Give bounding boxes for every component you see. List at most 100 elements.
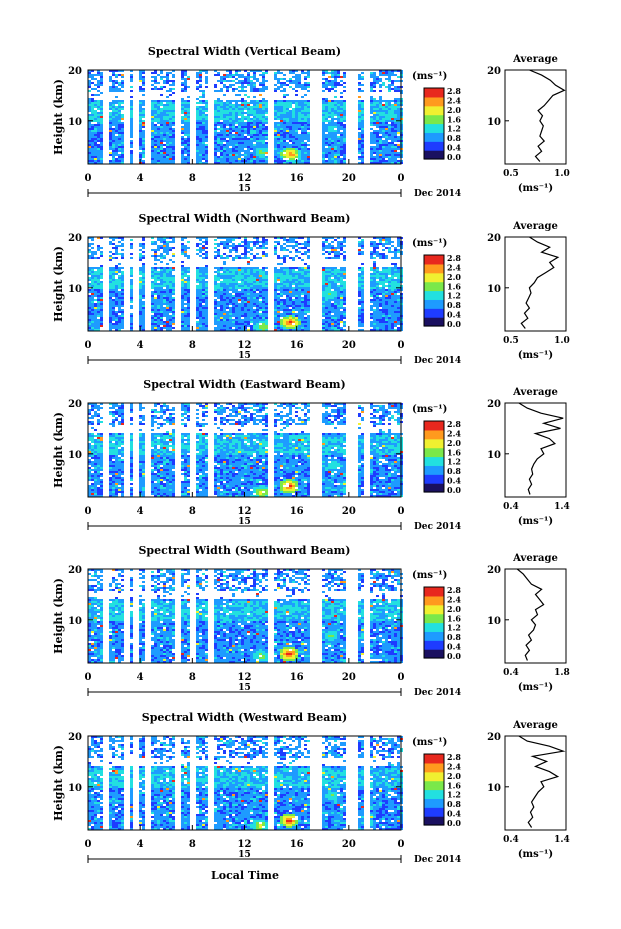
heatmap-cell xyxy=(247,152,250,154)
heatmap-cell xyxy=(292,112,295,114)
heatmap-cell xyxy=(121,293,124,295)
heatmap-cell xyxy=(220,78,223,80)
heatmap-cell xyxy=(262,241,265,243)
heatmap-cell xyxy=(382,146,385,148)
heatmap-cell xyxy=(235,150,238,152)
heatmap-cell xyxy=(238,132,241,134)
heatmap-cell xyxy=(160,295,163,297)
heatmap-cell xyxy=(262,130,265,132)
heatmap-cell xyxy=(394,154,397,156)
heatmap-cell xyxy=(205,134,208,136)
heatmap-cell xyxy=(163,299,166,301)
heatmap-cell xyxy=(223,305,226,307)
heatmap-cell xyxy=(286,160,289,162)
heatmap-cell xyxy=(112,86,115,88)
heatmap-cell xyxy=(286,289,289,291)
heatmap-cell xyxy=(241,241,244,243)
heatmap-cell xyxy=(250,267,253,269)
heatmap-cell xyxy=(187,285,190,287)
heatmap-cell xyxy=(286,249,289,251)
heatmap-cell xyxy=(97,327,100,329)
heatmap-cell xyxy=(262,299,265,301)
heatmap-cell xyxy=(160,100,163,102)
heatmap-cell xyxy=(265,317,268,319)
heatmap-cell xyxy=(370,90,373,92)
heatmap-cell xyxy=(247,289,250,291)
heatmap-cell xyxy=(298,102,301,104)
heatmap-cell xyxy=(91,112,94,114)
heatmap-cell xyxy=(235,309,238,311)
heatmap-cell xyxy=(172,291,175,293)
heatmap-cell xyxy=(265,287,268,289)
heatmap-cell xyxy=(88,118,91,120)
heatmap-cell xyxy=(385,142,388,144)
heatmap-cell xyxy=(151,297,154,299)
heatmap-cell xyxy=(382,124,385,126)
heatmap-cell xyxy=(154,124,157,126)
heatmap-cell xyxy=(277,277,280,279)
heatmap-cell xyxy=(214,301,217,303)
heatmap-cell xyxy=(142,313,145,315)
heatmap-cell xyxy=(397,80,400,82)
heatmap-cell xyxy=(184,132,187,134)
heatmap-cell xyxy=(253,144,256,146)
heatmap-cell xyxy=(262,138,265,140)
heatmap-cell xyxy=(184,297,187,299)
heatmap-cell xyxy=(391,124,394,126)
heatmap-cell xyxy=(259,126,262,128)
heatmap-cell xyxy=(241,297,244,299)
heatmap-cell xyxy=(172,140,175,142)
heatmap-cell xyxy=(262,283,265,285)
heatmap-cell xyxy=(172,297,175,299)
heatmap-cell xyxy=(238,70,241,72)
heatmap-cell xyxy=(154,148,157,150)
heatmap-cell xyxy=(397,128,400,130)
heatmap-cell xyxy=(118,112,121,114)
heatmap-cell xyxy=(394,98,397,100)
heatmap-cell xyxy=(238,130,241,132)
heatmap-cell xyxy=(259,269,262,271)
heatmap-cell xyxy=(100,323,103,325)
heatmap-cell xyxy=(169,295,172,297)
heatmap-cell xyxy=(187,132,190,134)
heatmap-cell xyxy=(88,301,91,303)
heatmap-cell xyxy=(253,134,256,136)
heatmap-cell xyxy=(277,80,280,82)
heatmap-cell xyxy=(154,162,157,164)
heatmap-cell xyxy=(376,156,379,158)
heatmap-cell xyxy=(217,273,220,275)
heatmap-cell xyxy=(286,271,289,273)
heatmap-cell xyxy=(88,132,91,134)
heatmap-cell xyxy=(214,134,217,136)
heatmap-cell xyxy=(226,329,229,331)
heatmap-cell xyxy=(94,281,97,283)
heatmap-cell xyxy=(322,142,325,144)
heatmap-cell xyxy=(280,273,283,275)
heatmap-cell xyxy=(169,281,172,283)
heatmap-cell xyxy=(109,122,112,124)
heatmap-cell xyxy=(235,277,238,279)
heatmap-cell xyxy=(181,82,184,84)
heatmap-cell xyxy=(172,315,175,317)
heatmap-cell xyxy=(265,313,268,315)
heatmap-cell xyxy=(187,293,190,295)
heatmap-cell xyxy=(379,84,382,86)
heatmap-cell xyxy=(196,118,199,120)
heatmap-cell xyxy=(226,116,229,118)
heatmap-cell xyxy=(130,140,133,142)
heatmap-cell xyxy=(259,325,262,327)
heatmap-cell xyxy=(88,297,91,299)
heatmap-cell xyxy=(328,112,331,114)
heatmap-cell xyxy=(88,80,91,82)
heatmap-cell xyxy=(244,291,247,293)
heatmap-cell xyxy=(262,110,265,112)
heatmap-cell xyxy=(109,237,112,239)
heatmap-cell xyxy=(169,94,172,96)
heatmap-cell xyxy=(388,84,391,86)
heatmap-cell xyxy=(187,271,190,273)
heatmap-cell xyxy=(223,289,226,291)
heatmap-cell xyxy=(376,126,379,128)
heatmap-cell xyxy=(229,329,232,331)
heatmap-cell xyxy=(166,297,169,299)
heatmap-cell xyxy=(223,247,226,249)
